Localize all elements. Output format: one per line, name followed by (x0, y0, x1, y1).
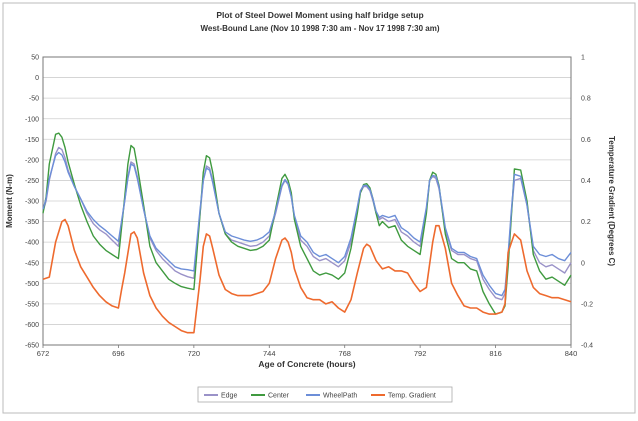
x-tick-labels: 672 696 720 744 768 792 816 840 (37, 345, 578, 358)
y-tick-label: 50 (31, 55, 39, 62)
y2-tick-label: 1 (581, 55, 585, 62)
y-tick-label: -650 (25, 343, 39, 350)
x-tick-label: 792 (414, 349, 427, 358)
chart-border (2, 2, 636, 414)
x-tick-label: 720 (188, 349, 201, 358)
y-tick-label: -150 (25, 137, 39, 144)
x-tick-label: 816 (489, 349, 502, 358)
x-axis-label: Age of Concrete (hours) (258, 359, 355, 369)
series-line-center (42, 132, 572, 315)
y-tick-label: 0 (35, 75, 39, 82)
y2-axis-label: Temperature Gradient (Degrees C) (607, 136, 616, 266)
y2-tick-label: 0.2 (581, 219, 591, 226)
y2-tick-label: -0.4 (581, 343, 593, 350)
series-line-temp-gradient (42, 218, 572, 334)
legend: Edge Center WheelPath Temp. Gradient (204, 393, 436, 400)
legend-label-edge: Edge (221, 393, 237, 400)
y-tick-label: -500 (25, 281, 39, 288)
y-tick-label: -300 (25, 199, 39, 206)
plot-area (42, 56, 572, 346)
y2-tick-labels: 1 0.8 0.6 0.4 0.2 0 -0.2 -0.4 (581, 55, 593, 350)
y2-tick-label: 0.8 (581, 96, 591, 103)
y-tick-label: -550 (25, 301, 39, 308)
chart-subtitle: West-Bound Lane (Nov 10 1998 7:30 am - N… (200, 24, 439, 33)
y2-tick-label: 0 (581, 260, 585, 267)
legend-box (197, 386, 453, 403)
y-tick-label: -200 (25, 157, 39, 164)
y-tick-labels: 50 0 -50 -100 -150 -200 -250 -300 -350 -400 -450 -5… (25, 55, 39, 350)
x-tick-label: 840 (565, 349, 578, 358)
series-line-wheelpath (42, 151, 572, 297)
x-tick-label: 672 (37, 349, 50, 358)
y2-tick-label: -0.2 (581, 301, 593, 308)
y-tick-label: -600 (25, 322, 39, 329)
y-tick-label: -50 (29, 96, 39, 103)
series-lines (42, 132, 572, 334)
x-tick-label: 768 (338, 349, 351, 358)
y-tick-label: -400 (25, 240, 39, 247)
legend-label-wheelpath: WheelPath (323, 393, 357, 400)
x-tick-label: 744 (263, 349, 276, 358)
y-axis-label: Moment (N-m) (5, 174, 14, 228)
gridlines (43, 56, 571, 346)
y2-tick-label: 0.4 (581, 178, 591, 185)
x-tick-label: 696 (112, 349, 125, 358)
legend-label-center: Center (268, 393, 290, 400)
y2-tick-label: 0.6 (581, 137, 591, 144)
y-tick-label: -450 (25, 260, 39, 267)
y-tick-label: -350 (25, 219, 39, 226)
chart-title: Plot of Steel Dowel Moment using half br… (216, 10, 423, 20)
legend-label-temp-gradient: Temp. Gradient (388, 393, 436, 400)
y-tick-label: -250 (25, 178, 39, 185)
y-tick-label: -100 (25, 116, 39, 123)
